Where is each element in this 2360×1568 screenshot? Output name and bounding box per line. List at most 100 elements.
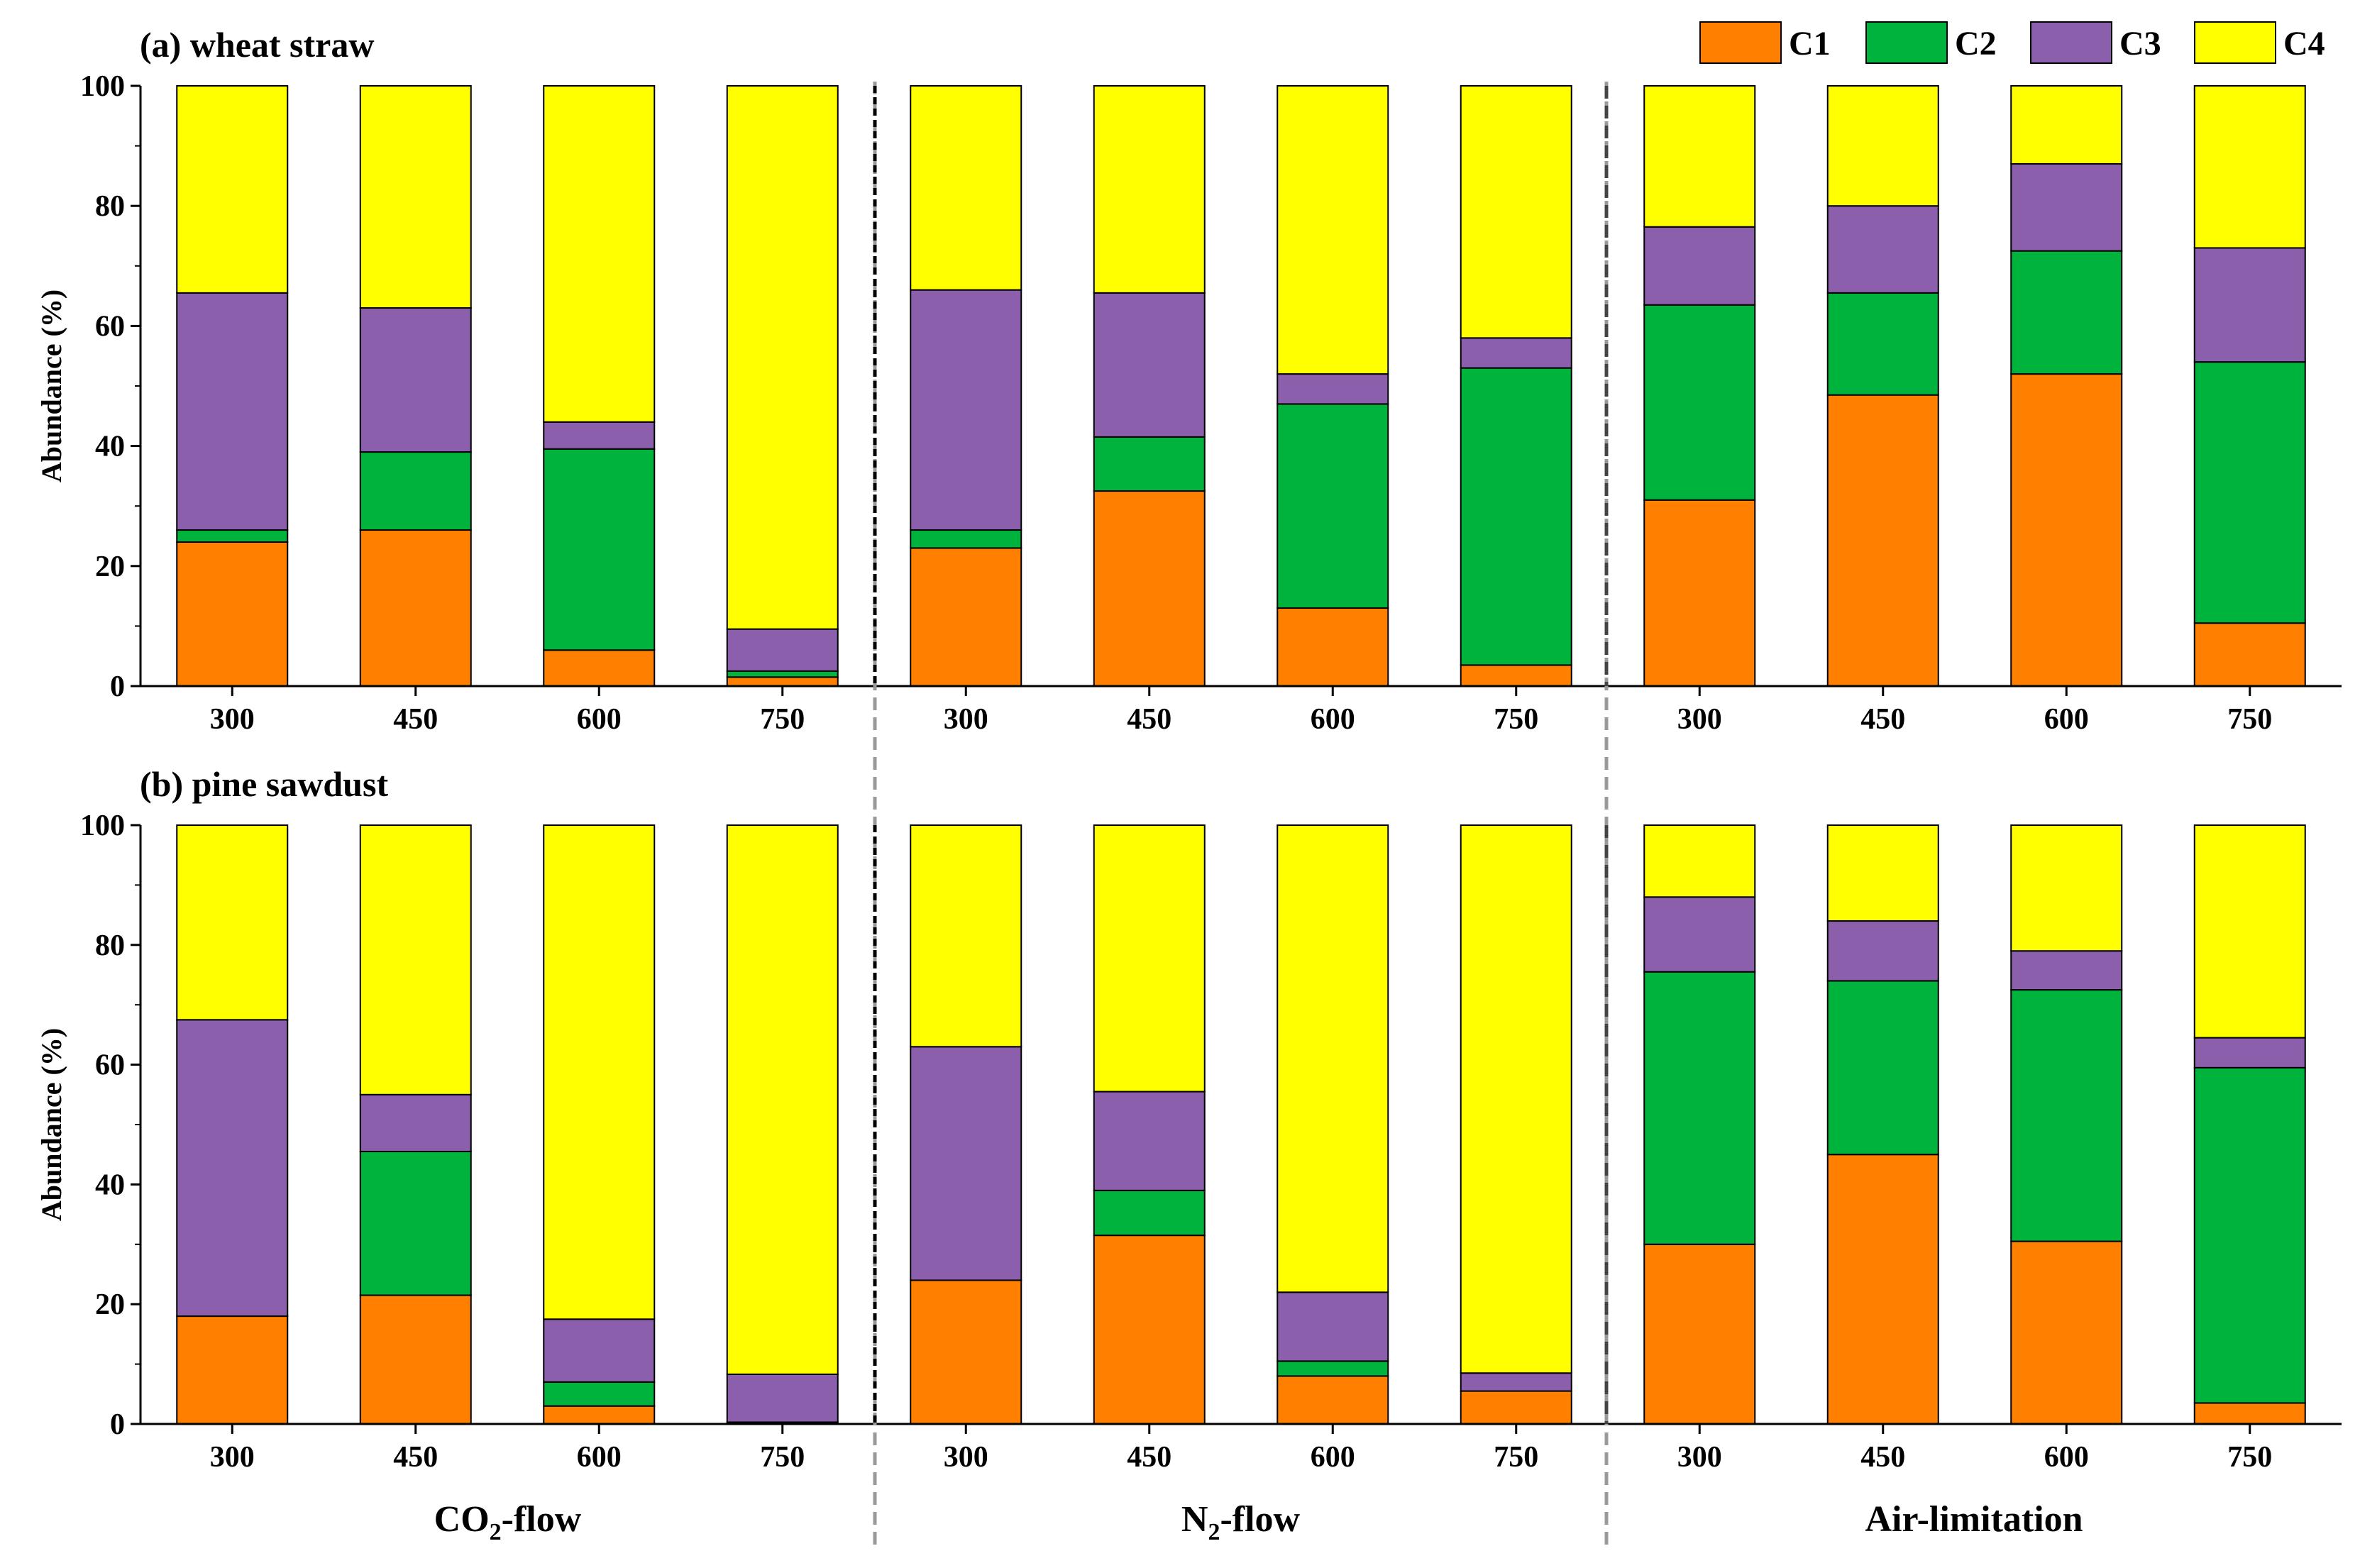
panel-a-title: (a) wheat straw	[140, 25, 374, 65]
panel-a-bar-C4-12	[2193, 85, 2306, 249]
panel-a-bar-C3-1	[176, 292, 289, 531]
legend-swatch-C1	[1699, 21, 1782, 64]
panel-b-bar-C4-2	[359, 824, 472, 1095]
panel-a-ytick-label-1: 20	[95, 551, 125, 583]
panel-a-bar-C1-2	[359, 529, 472, 687]
panel-b-bar-C1-2	[359, 1294, 472, 1425]
panel-b-bar-C3-10	[1826, 920, 1939, 982]
panel-b-bar-C3-9	[1643, 896, 1756, 973]
panel-b-bar-C4-12	[2193, 824, 2306, 1039]
panel-b-bar-C4-6	[1093, 824, 1206, 1093]
panel-a-xtick-label-2: 450	[393, 703, 438, 736]
panel-a-bar-C2-2	[359, 451, 472, 531]
panel-a-bar-C2-1	[176, 529, 289, 543]
panel-a-bar-C4-3	[543, 85, 656, 423]
panel-b-xtick-label-11: 600	[2044, 1441, 2089, 1474]
panel-b-ytick-label-4: 80	[95, 929, 125, 962]
panel-b-bar-C3-2	[359, 1093, 472, 1152]
panel-a-xtick-label-9: 300	[1677, 703, 1722, 736]
panel-a-bar-C1-1	[176, 541, 289, 688]
panel-b-xtick-label-4: 750	[760, 1441, 805, 1474]
panel-b-bar-C4-8	[1460, 824, 1572, 1374]
panel-a-bar-C4-2	[359, 85, 472, 309]
panel-a-xtick-label-4: 750	[760, 703, 805, 736]
panel-b-bar-C1-10	[1826, 1154, 1939, 1425]
panel-b-bar-C2-11	[2010, 989, 2123, 1242]
panel-a-bar-C2-5	[910, 529, 1022, 549]
panel-b-bar-C3-8	[1460, 1372, 1572, 1392]
panel-a-xtick-label-12: 750	[2227, 703, 2272, 736]
panel-b-xtick-label-12: 750	[2227, 1441, 2272, 1474]
panel-b-bar-C1-6	[1093, 1235, 1206, 1425]
panel-b-ytick-label-2: 40	[95, 1169, 125, 1201]
panel-a-bar-C3-9	[1643, 226, 1756, 306]
panel-a-bar-C2-6	[1093, 436, 1206, 492]
legend-swatch-C2	[1865, 21, 1948, 64]
panel-a-xtick-label-3: 600	[577, 703, 622, 736]
panel-b-bar-C1-11	[2010, 1240, 2123, 1425]
panel-b-xtick-label-1: 300	[210, 1441, 255, 1474]
panel-a-bar-C2-12	[2193, 361, 2306, 624]
panel-a-bar-C1-7	[1277, 607, 1389, 688]
panel-b-ytick-label-5: 100	[80, 810, 125, 842]
panel-b-ylabel: Abundance (%)	[35, 1028, 67, 1221]
panel-b-bar-C2-6	[1093, 1189, 1206, 1237]
panel-a-xtick-label-8: 750	[1494, 703, 1538, 736]
panel-b-bar-C4-7	[1277, 824, 1389, 1293]
panel-a-bar-C3-7	[1277, 373, 1389, 405]
panel-b-bar-C3-1	[176, 1019, 289, 1318]
panel-a-bar-C1-9	[1643, 499, 1756, 687]
panel-b-bar-C3-11	[2010, 950, 2123, 991]
panel-a-bar-C3-2	[359, 307, 472, 453]
panel-b-ytick-label-0: 0	[110, 1408, 125, 1441]
panel-b-ytick-label-3: 60	[95, 1049, 125, 1082]
panel-b-bar-C3-12	[2193, 1037, 2306, 1069]
panel-b-title: (b) pine sawdust	[140, 764, 388, 804]
panel-a-bar-C2-11	[2010, 250, 2123, 375]
panel-a-bar-C2-9	[1643, 304, 1756, 501]
legend-label-C4: C4	[2283, 25, 2325, 62]
panel-a-xtick-label-6: 450	[1127, 703, 1171, 736]
panel-b-bar-C2-12	[2193, 1066, 2306, 1404]
panel-b-bar-C1-5	[910, 1279, 1022, 1425]
panel-b-bar-C4-1	[176, 824, 289, 1021]
panel-a-ylabel: Abundance (%)	[35, 289, 67, 482]
panel-b-bar-C2-2	[359, 1150, 472, 1296]
panel-a-bar-C2-3	[543, 448, 656, 651]
panel-b-bar-C4-5	[910, 824, 1022, 1048]
panel-b-bar-C4-3	[543, 824, 656, 1320]
panel-a-bar-C4-4	[726, 85, 839, 630]
panel-b-bar-C3-4	[726, 1373, 839, 1423]
panel-b-xtick-label-6: 450	[1127, 1441, 1171, 1474]
panel-b-bar-C2-9	[1643, 971, 1756, 1245]
panel-a-bar-C1-11	[2010, 373, 2123, 688]
panel-a-xtick-label-7: 600	[1311, 703, 1355, 736]
panel-a-bar-C1-3	[543, 649, 656, 687]
legend-swatch-C4	[2194, 21, 2276, 64]
legend-label-C3: C3	[2119, 25, 2161, 62]
panel-b-xtick-label-7: 600	[1311, 1441, 1355, 1474]
legend-swatch-C3	[2030, 21, 2112, 64]
panel-a-bar-C4-1	[176, 85, 289, 294]
panel-b-bar-C3-7	[1277, 1291, 1389, 1362]
legend-label-C1: C1	[1789, 25, 1831, 62]
panel-a-bar-C4-8	[1460, 85, 1572, 339]
panel-a-bar-C4-7	[1277, 85, 1389, 375]
panel-a-bar-C3-12	[2193, 247, 2306, 363]
panel-a-ytick-label-4: 80	[95, 190, 125, 223]
panel-b-bar-C4-9	[1643, 824, 1756, 898]
panel-a-bar-C3-4	[726, 628, 839, 672]
panel-b-xtick-label-9: 300	[1677, 1441, 1722, 1474]
panel-a-bar-C3-5	[910, 289, 1022, 531]
panel-a-bar-C1-5	[910, 547, 1022, 687]
panel-a-bar-C4-6	[1093, 85, 1206, 294]
panel-a-bar-C1-4	[726, 676, 839, 687]
group-label-1: CO2-flow	[434, 1499, 582, 1545]
panel-a-ytick-label-2: 40	[95, 431, 125, 463]
panel-a-bar-C3-8	[1460, 337, 1572, 369]
panel-a-bar-C4-11	[2010, 85, 2123, 165]
panel-a-bar-C2-7	[1277, 403, 1389, 609]
